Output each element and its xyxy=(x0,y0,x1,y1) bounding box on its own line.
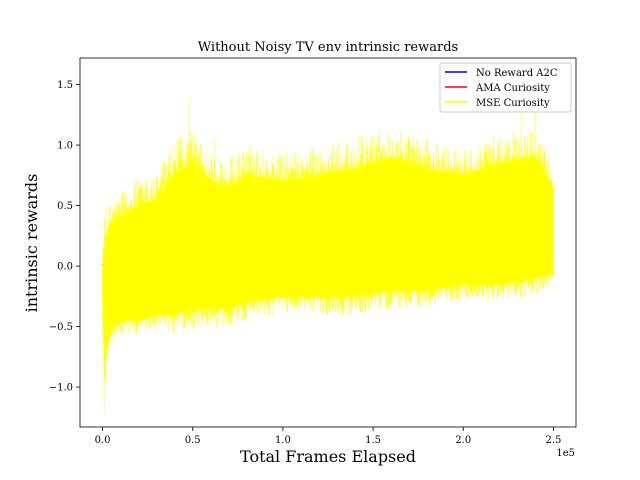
x-tick-label: 1.5 xyxy=(365,435,381,446)
y-axis-label: intrinsic rewards xyxy=(22,174,41,313)
legend: No Reward A2C AMA Curiosity MSE Curiosit… xyxy=(439,62,572,113)
legend-box xyxy=(439,62,572,113)
x-tick-label: 2.5 xyxy=(546,435,562,446)
y-tick-label: 1.5 xyxy=(57,80,73,91)
legend-label-mse-curiosity: MSE Curiosity xyxy=(476,98,550,109)
series-noise-mse-curiosity xyxy=(102,130,554,385)
x-tick-label: 1.0 xyxy=(275,435,291,446)
y-tick-label: −0.5 xyxy=(49,322,73,333)
y-tick-label: 0.0 xyxy=(57,262,73,273)
series-layer xyxy=(101,99,555,412)
x-axis-label: Total Frames Elapsed xyxy=(240,447,416,466)
y-tick-label: 1.0 xyxy=(57,141,73,152)
y-tick-label: 0.5 xyxy=(57,201,73,212)
x-offset-label: 1e5 xyxy=(556,448,575,459)
plot-frame xyxy=(79,57,577,428)
chart-title: Without Noisy TV env intrinsic rewards xyxy=(198,40,458,55)
x-tick-label: 2.0 xyxy=(455,435,471,446)
y-axis-ticks: −1.0 −0.5 0.0 0.5 1.0 1.5 xyxy=(49,80,80,394)
legend-label-no-reward-a2c: No Reward A2C xyxy=(476,68,558,79)
x-tick-label: 0.0 xyxy=(95,435,111,446)
x-tick-label: 0.5 xyxy=(185,435,201,446)
legend-label-ama-curiosity: AMA Curiosity xyxy=(475,83,550,94)
y-tick-label: −1.0 xyxy=(49,383,73,394)
x-axis-ticks: 0.0 0.5 1.0 1.5 2.0 2.5 xyxy=(95,427,562,446)
